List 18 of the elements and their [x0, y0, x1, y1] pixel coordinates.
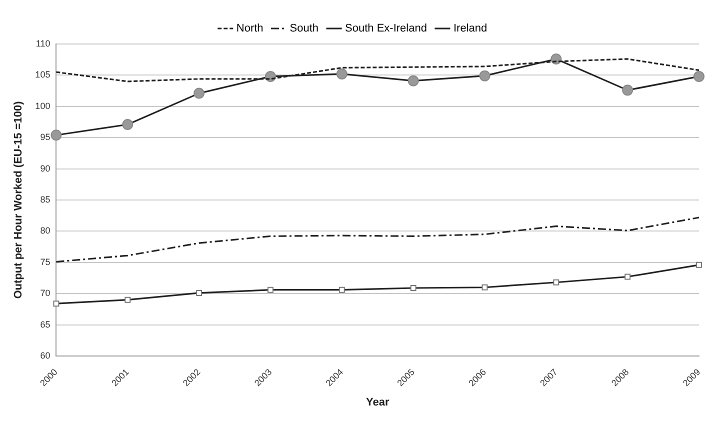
- y-tick-label: 100: [35, 100, 50, 111]
- y-tick-label: 90: [40, 163, 50, 174]
- legend-label: Ireland: [453, 22, 488, 35]
- y-tick-label: 75: [40, 256, 50, 267]
- y-tick-label: 105: [35, 70, 50, 80]
- y-axis-title: Output per Hour Worked (EU-15 =100): [12, 100, 25, 299]
- x-axis-title: Year: [366, 396, 390, 408]
- y-tick-label: 60: [40, 350, 50, 360]
- y-tick-label: 65: [40, 319, 50, 330]
- y-tick-label: 80: [40, 226, 50, 236]
- y-tick-label: 85: [40, 194, 50, 204]
- legend-label: South: [290, 22, 319, 35]
- y-tick-label: 95: [40, 132, 50, 142]
- y-tick-label: 70: [40, 288, 50, 298]
- y-tick-label: 110: [36, 38, 50, 48]
- line-series: [55, 216, 700, 263]
- legend-label: South Ex-Ireland: [345, 22, 427, 35]
- legend-label: North: [236, 22, 264, 35]
